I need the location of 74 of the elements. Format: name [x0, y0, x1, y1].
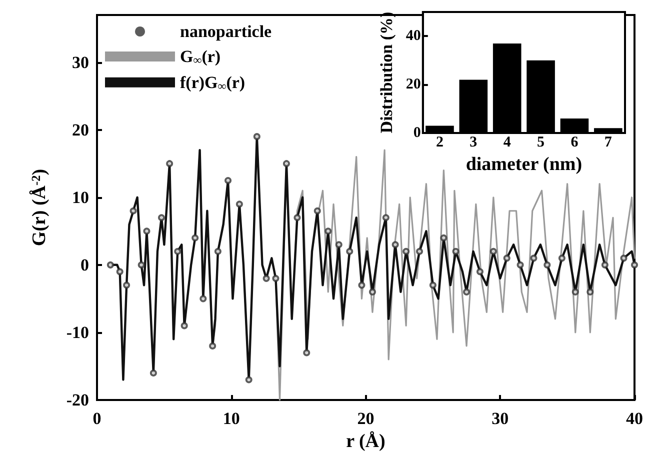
point: [294, 214, 301, 222]
point: [192, 234, 199, 242]
y-tick-label: 10: [72, 188, 89, 207]
y-tick-label: -10: [66, 322, 89, 342]
point: [180, 322, 188, 330]
x-tick-label: 3: [470, 134, 478, 150]
point: [214, 248, 222, 255]
point: [516, 261, 524, 268]
point: [262, 274, 270, 282]
point: [158, 214, 165, 222]
point: [402, 248, 410, 255]
point: [463, 288, 470, 296]
point: [620, 254, 628, 262]
point: [236, 200, 243, 208]
point: [130, 207, 137, 214]
point: [123, 282, 130, 289]
legend-label: G∞(r): [180, 47, 221, 67]
x-axis-title: diameter (nm): [466, 154, 582, 175]
point: [314, 207, 321, 214]
point: [572, 288, 579, 296]
point: [601, 261, 608, 268]
point: [392, 241, 399, 248]
y-axis-title: G(r) (Å-2): [29, 168, 50, 246]
point: [346, 248, 354, 255]
point: [200, 295, 207, 302]
x-tick-label: 30: [492, 409, 509, 428]
x-tick-label: 2: [436, 134, 444, 150]
legend-label: nanoparticle: [180, 22, 272, 41]
x-tick-label: 10: [222, 409, 240, 428]
point: [253, 133, 260, 140]
point: [143, 228, 150, 235]
point: [272, 274, 280, 282]
point: [429, 282, 436, 289]
x-tick-label: 4: [503, 134, 512, 150]
point: [382, 214, 390, 222]
x-tick-label: 5: [537, 134, 545, 150]
point: [476, 268, 484, 276]
point: [150, 369, 157, 376]
point: [245, 376, 252, 384]
x-tick-label: 7: [604, 134, 612, 150]
point: [282, 160, 290, 168]
point: [166, 160, 174, 168]
x-axis-title: r (Å): [346, 431, 386, 452]
x-tick-label: 0: [92, 409, 102, 428]
x-tick-label: 40: [626, 409, 643, 428]
point: [503, 254, 510, 262]
point: [209, 342, 216, 350]
point: [174, 248, 182, 255]
legend-label: f(r)G∞(r): [180, 72, 246, 93]
point: [544, 261, 551, 268]
point: [116, 268, 124, 276]
point: [490, 248, 497, 255]
point: [106, 261, 114, 268]
point: [416, 248, 423, 255]
y-tick-label: 40: [406, 28, 421, 44]
y-tick-label: -20: [66, 390, 89, 410]
point: [303, 349, 310, 356]
point: [558, 254, 566, 262]
point: [324, 228, 332, 235]
point: [368, 288, 376, 296]
point: [440, 234, 448, 242]
point: [138, 261, 145, 268]
x-tick-label: 6: [570, 134, 579, 150]
point: [335, 241, 342, 248]
point: [224, 176, 232, 184]
y-tick-label: 0: [80, 255, 89, 274]
y-tick-label: 30: [72, 52, 89, 72]
x-tick-label: 20: [357, 409, 374, 428]
point: [530, 254, 538, 262]
y-tick-label: 20: [406, 76, 421, 93]
point: [358, 282, 366, 289]
point: [631, 261, 638, 268]
point: [452, 248, 460, 255]
point: [586, 288, 594, 296]
